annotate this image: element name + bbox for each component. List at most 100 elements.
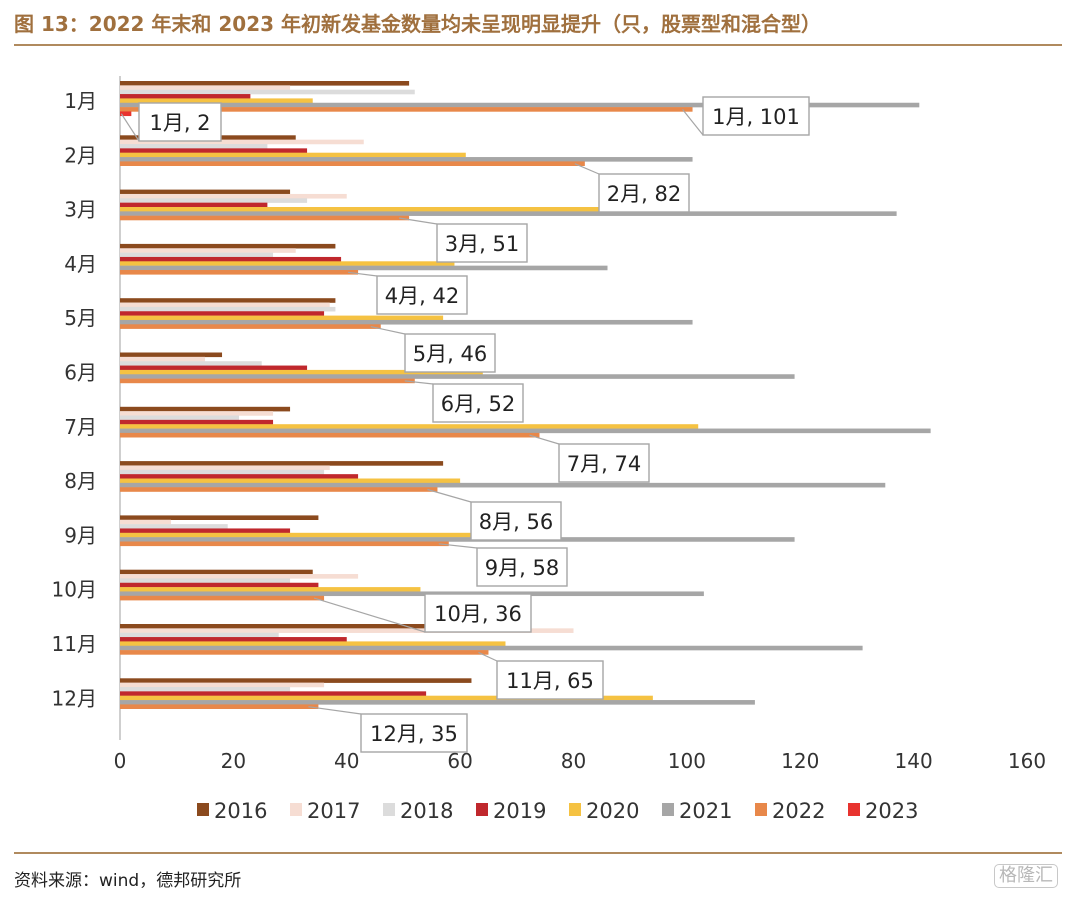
bar-2017-1 [120,85,291,90]
legend-label: 2021 [679,799,732,823]
bar-2018-10 [120,578,291,583]
data-label: 2月, 82 [607,182,681,206]
bar-2017-5 [120,302,330,308]
callout-leader-line [438,543,478,549]
data-label: 6月, 52 [441,392,515,416]
bar-2018-8 [120,469,325,475]
bar-2020-7 [120,424,699,429]
bar-2020-8 [120,478,461,484]
callout-leader-line [574,163,600,175]
bar-2016-5 [120,298,336,303]
bar-2017-7 [120,411,274,416]
data-label: 1月, 101 [712,105,800,129]
bar-2016-9 [120,515,319,520]
legend-label: 2022 [772,799,825,823]
bar-2019-9 [120,528,291,534]
chart-title: 图 13：2022 年末和 2023 年初新发基金数量均未呈现明显提升（只，股票… [14,12,822,36]
bar-2022-6 [120,378,415,384]
bar-2022-5 [120,324,381,329]
callout-leader-line [120,113,140,142]
data-label: 5月, 46 [413,342,487,366]
y-category-label: 10月 [52,578,97,602]
bar-2018-7 [120,415,240,421]
bar-2019-1 [120,94,251,99]
x-tick-label: 80 [561,749,586,773]
y-category-label: 4月 [64,252,97,276]
bar-2022-12 [120,704,319,709]
bar-2019-4 [120,256,342,262]
legend-swatch-2016 [197,803,209,816]
callout-box [702,96,810,136]
callout-box [496,660,604,700]
data-label: 3月, 51 [445,232,519,256]
data-label: 10月, 36 [434,602,522,626]
callout-leader-line [348,271,378,277]
bottom-divider [14,852,1062,854]
callout-box [360,713,468,753]
x-tick-label: 100 [668,749,706,773]
x-tick-label: 120 [781,749,819,773]
y-category-label: 7月 [64,415,97,439]
bar-2021-8 [120,482,886,488]
bar-2021-7 [120,428,931,434]
data-label: 7月, 74 [567,452,641,476]
bar-2020-4 [120,261,455,266]
callout-box [376,275,468,315]
data-label: 12月, 35 [370,722,458,746]
bar-2016-6 [120,352,223,358]
legend-swatch-2021 [662,803,674,816]
bar-2022-8 [120,487,438,492]
bar-2022-7 [120,432,540,438]
x-tick-label: 0 [114,749,127,773]
data-label: 11月, 65 [506,669,594,693]
x-tick-label: 20 [221,749,246,773]
watermark-logo: 格隆汇 [994,864,1058,888]
bar-2021-12 [120,700,755,705]
callout-box [470,501,562,541]
bar-2021-3 [120,211,897,216]
callout-leader-line [404,380,434,385]
bar-2022-3 [120,215,410,221]
x-tick-label: 160 [1008,749,1046,773]
y-category-label: 6月 [64,361,97,385]
bar-2019-10 [120,582,319,588]
bar-2022-9 [120,541,449,547]
legend-swatch-2018 [383,803,395,816]
y-category-label: 3月 [64,198,97,222]
bar-2018-2 [120,144,268,149]
callout-leader-line [313,597,426,633]
callout-box [598,173,690,213]
bar-2021-6 [120,374,795,379]
bar-2016-3 [120,189,291,195]
legend-label: 2018 [400,799,453,823]
bar-2017-9 [120,519,172,525]
bar-2019-6 [120,365,308,371]
bar-2020-6 [120,369,483,375]
x-tick-label: 140 [895,749,933,773]
bar-2021-4 [120,265,608,271]
bar-2019-5 [120,311,325,316]
callout-leader-line [427,488,472,503]
top-divider [14,44,1062,46]
legend-label: 2016 [214,799,267,823]
bar-2017-6 [120,356,206,362]
bar-2017-2 [120,139,364,145]
y-category-label: 1月 [64,89,97,113]
bar-2017-12 [120,682,325,688]
callout-box [558,443,650,483]
y-category-label: 11月 [52,632,97,656]
bar-2022-10 [120,595,325,601]
callout-box [404,333,496,373]
bar-2016-8 [120,461,444,466]
data-label: 8月, 56 [479,510,553,534]
callout-leader-line [370,326,406,335]
bar-2016-12 [120,678,472,683]
bar-2016-4 [120,243,336,249]
legend-swatch-2023 [848,803,860,816]
bar-2019-2 [120,148,308,153]
bar-2018-12 [120,687,291,692]
bar-2016-1 [120,81,410,86]
bar-2019-7 [120,419,274,425]
callout-leader-line [308,706,362,715]
